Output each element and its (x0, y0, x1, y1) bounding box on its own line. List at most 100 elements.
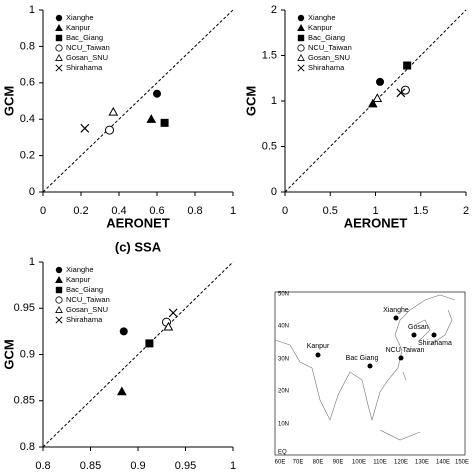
lat-label: 10N (278, 422, 289, 428)
marker (105, 125, 114, 135)
x-axis-label: AERONET (344, 215, 408, 230)
one-to-one-line (284, 9, 467, 193)
marker (367, 98, 378, 108)
lon-label: 120E (394, 460, 408, 466)
y-tick-label: 0.85 (14, 395, 35, 407)
marker (297, 44, 305, 52)
marker (153, 89, 161, 98)
legend-label: NCU_Taiwan (308, 43, 352, 52)
site-label: Gosan (408, 324, 429, 331)
marker (117, 386, 127, 396)
marker (297, 64, 305, 72)
legend-entry: NCU_Taiwan (297, 43, 352, 52)
legend-entry: Gosan_SNU (297, 53, 350, 62)
lon-label: 90E (333, 460, 344, 466)
y-tick-label: 2 (271, 4, 277, 16)
legend-label: Shirahama (66, 63, 103, 72)
marker (396, 88, 406, 98)
y-tick-label: 1 (29, 256, 35, 268)
x-axis-label: AERONET (106, 215, 170, 230)
x-tick-label: 0.4 (111, 205, 126, 217)
lon-label: 80E (313, 460, 324, 466)
y-tick-label: 0.5 (262, 140, 277, 152)
legend-label: NCU_Taiwan (66, 295, 110, 304)
legend-label: Shirahama (308, 63, 345, 72)
site-dot (411, 332, 417, 338)
map: 50N 40N 30N 20N 10N EQ 60E 70E 80E 90E 1… (274, 292, 469, 466)
y-tick-label: 1.5 (262, 49, 277, 61)
marker (119, 327, 128, 336)
marker (55, 53, 63, 61)
marker (400, 85, 410, 95)
legend-label: Bac_Giang (66, 33, 103, 42)
x-tick-label: 1.5 (413, 205, 428, 217)
marker (297, 34, 305, 42)
marker (146, 114, 157, 123)
y-tick-label: 1 (29, 4, 35, 16)
marker (108, 106, 119, 116)
lat-label: 30N (278, 357, 289, 363)
x-tick-label: 0.2 (73, 205, 88, 217)
lat-label: 20N (278, 389, 289, 395)
y-tick-label: 1 (271, 95, 277, 107)
legend-entry: Bac_Giang (55, 33, 103, 42)
marker (145, 339, 154, 348)
marker (55, 64, 63, 72)
legend-entry: Bac_Giang (55, 285, 103, 294)
x-tick-label: 0.5 (323, 205, 338, 217)
y-axis-label: GCM (1, 86, 16, 116)
legend-entry: Kanpur (55, 275, 91, 284)
site-dot (315, 352, 321, 358)
one-to-one-line (42, 261, 234, 448)
chart-title: (c) SSA (115, 239, 162, 254)
legend-entry: Gosan_SNU (55, 53, 108, 62)
y-tick-label: 0.8 (20, 40, 35, 52)
coastline (274, 294, 456, 441)
y-tick-label: 0.4 (20, 113, 35, 125)
y-axis-label: GCM (243, 86, 258, 116)
x-tick-label: 0.8 (35, 460, 50, 472)
scatter-panel: 0 0.5 1 1.5 2 0 0.5 1 1.5 2 AERONET GCM XiangheKanpu… (243, 4, 469, 231)
marker (297, 14, 305, 22)
site-dot (398, 355, 404, 361)
x-tick-label: 0 (40, 205, 46, 217)
marker (55, 305, 63, 313)
marker (168, 308, 178, 318)
site-label: Bac Giang (346, 355, 379, 362)
sites: Kanpur Xianghe Gosan Shirahama Bac Giang… (307, 307, 452, 369)
marker (55, 275, 63, 283)
lon-labels: 60E 70E 80E 90E 100E 110E 120E 130E 140E… (275, 460, 469, 466)
legend-entry: NCU_Taiwan (55, 295, 110, 304)
marker (163, 321, 174, 331)
marker (372, 93, 383, 102)
scatter-panel: 0 0.2 0.4 0.6 0.8 1 0 0.2 0.4 0.6 0.8 1 AERONET GCM Xi… (1, 4, 236, 231)
legend-label: Xianghe (308, 13, 336, 22)
x-tick-label: 0.85 (80, 460, 101, 472)
legend-entry: Gosan_SNU (55, 305, 108, 314)
marker (55, 44, 63, 52)
lon-label: 140E (436, 460, 450, 466)
one-to-one-line (42, 9, 234, 193)
x-tick-label: 0.95 (175, 460, 196, 472)
lon-label: 70E (293, 460, 304, 466)
x-tick-label: 1 (230, 460, 236, 472)
marker (55, 316, 63, 324)
y-axis-label: GCM (1, 339, 16, 369)
marker (403, 61, 412, 70)
marker (55, 23, 63, 31)
legend-entry: Xianghe (55, 13, 94, 22)
lon-label: 150E (455, 460, 469, 466)
legend-entry: Kanpur (55, 23, 91, 32)
site-dot (431, 332, 437, 338)
lat-label: 40N (278, 324, 289, 330)
y-tick-label: 0.9 (20, 348, 35, 360)
y-tick-label: 0.2 (20, 150, 35, 162)
legend-label: Bac_Giang (308, 33, 345, 42)
site-label: Xianghe (383, 307, 409, 314)
site-label: Kanpur (307, 343, 330, 350)
marker (55, 286, 63, 294)
y-tick-label: 0 (271, 186, 277, 198)
site-label: NCU Taiwan (386, 347, 425, 354)
x-tick-label: 1 (372, 205, 378, 217)
